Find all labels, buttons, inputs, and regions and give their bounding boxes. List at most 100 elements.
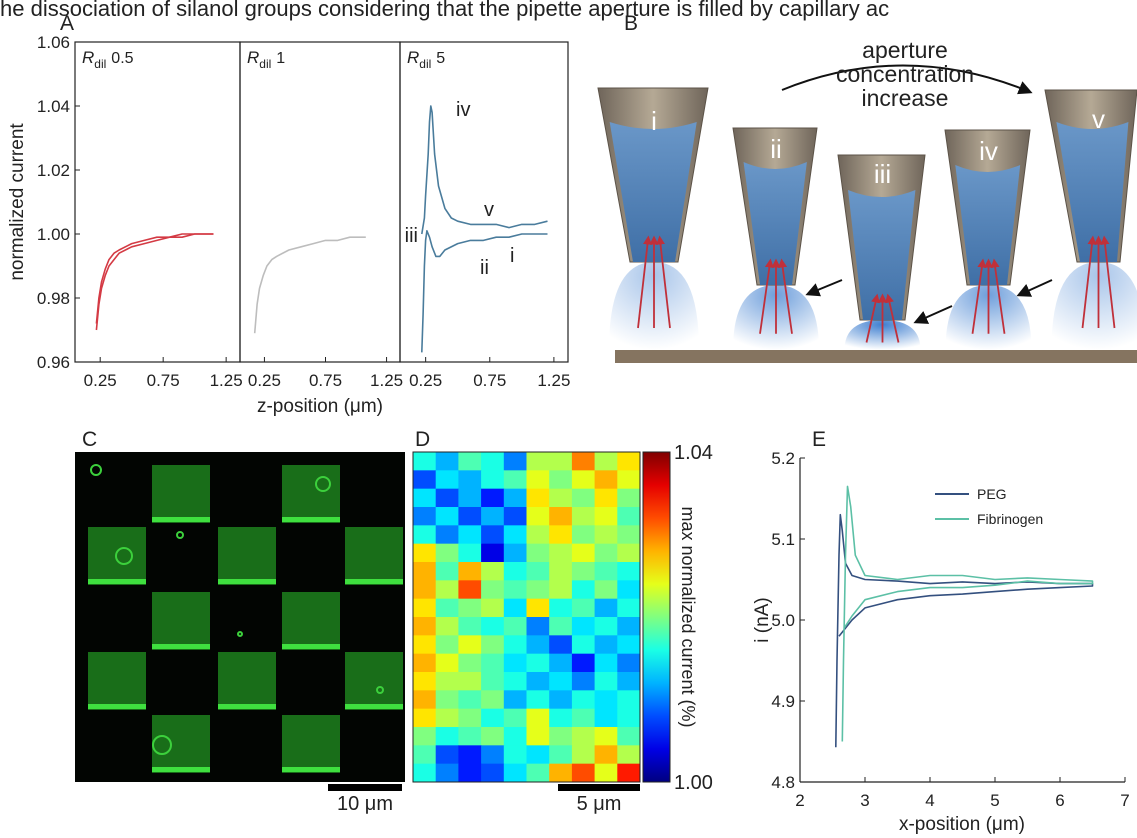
heatmap-cell (481, 690, 505, 710)
heatmap-cell (503, 690, 527, 710)
colorbar-tick-label: 1.04 (674, 442, 713, 464)
heatmap-cell (549, 763, 573, 783)
y-axis-label: normalized current (7, 123, 28, 281)
pattern-edge (218, 579, 276, 584)
pipette-fluid (609, 122, 697, 262)
colorbar-label: max normalized current (%) (678, 506, 698, 727)
pattern-edge (282, 644, 340, 649)
pattern-edge (88, 579, 146, 584)
heatmap-cell (503, 507, 527, 526)
heatmap-cell (594, 470, 618, 490)
heatmap-cell (481, 598, 505, 618)
heatmap-cell (571, 488, 596, 508)
heatmap-cell (526, 525, 550, 545)
heatmap-cell (549, 580, 573, 600)
heatmap-cell (526, 727, 550, 746)
heatmap-cell (503, 727, 527, 746)
heatmap-cell (617, 653, 641, 673)
ion-flux-arrow (990, 258, 1006, 334)
pattern-edge (152, 517, 210, 522)
trend-arrow (781, 64, 1033, 95)
ion-flux-arrow (656, 235, 671, 329)
heatmap-cell (594, 763, 618, 783)
pattern-square (152, 465, 210, 523)
subplot-label: Rdil 5 (407, 48, 445, 71)
ion-flux-arrow (1081, 235, 1097, 329)
heatmap-cell (435, 543, 459, 563)
heatmap-cell (458, 617, 482, 636)
pattern-edge (345, 579, 403, 584)
heatmap-cell (458, 690, 482, 710)
heatmap-cell (617, 525, 641, 545)
substrate (615, 350, 1137, 363)
heatmap-cell (549, 507, 573, 526)
bright-spot (152, 735, 172, 755)
y-axis-label: i (nA) (752, 597, 773, 642)
scale-bar-label: 5 μm (577, 793, 622, 815)
x-axis-label: x-position (μm) (899, 814, 1025, 835)
heatmap-cell (481, 525, 505, 545)
subplot-label: Rdil 1 (247, 48, 285, 71)
heatmap-cell (481, 507, 505, 526)
heatmap-cell (549, 617, 573, 636)
x-tick-label: 0.75 (473, 371, 506, 390)
x-tick-label: 2 (795, 791, 804, 810)
data-line (835, 513, 1094, 748)
heatmap-cell (526, 653, 550, 673)
colorbar (642, 451, 671, 783)
heatmap-cell (413, 708, 437, 728)
bright-spot (376, 686, 384, 694)
heatmap-cell (571, 543, 596, 563)
heatmap-cell (526, 672, 550, 691)
bright-spot (90, 464, 102, 476)
scale-bar (558, 784, 640, 791)
annotation: i (510, 245, 514, 267)
panel-label: A (60, 12, 74, 35)
heatmap-cell (571, 452, 596, 471)
subplot-label: Rdil 0.5 (82, 48, 134, 71)
pattern-square (282, 465, 340, 523)
ion-flux-arrow (971, 258, 987, 334)
heatmap-cell (526, 507, 550, 526)
pattern-edge (282, 517, 340, 522)
heatmap-cell (435, 598, 459, 618)
annotation: iii (405, 225, 418, 247)
heatmap-cell (594, 708, 618, 728)
heatmap-cell (503, 470, 527, 490)
heatmap-cell (617, 562, 641, 581)
pattern-square (218, 527, 276, 585)
x-tick-label: 1.25 (370, 371, 403, 390)
heatmap-cell (503, 635, 527, 655)
label-subscript: dil (419, 57, 431, 71)
heatmap-cell (617, 598, 641, 618)
heatmap-cell (413, 745, 437, 765)
heatmap-cell (458, 488, 482, 508)
heatmap-cell (571, 727, 596, 746)
heatmap-cell (617, 470, 641, 490)
data-line (253, 236, 366, 334)
heatmap-cell (458, 672, 482, 691)
heatmap-cell (458, 507, 482, 526)
annotation: iv (456, 99, 470, 121)
heatmap-cell (458, 470, 482, 490)
heatmap-cell (549, 745, 573, 765)
heatmap-cell (503, 708, 527, 728)
x-axis-label: z-position (μm) (257, 396, 383, 417)
heatmap-cell (594, 727, 618, 746)
label-subscript: dil (94, 57, 106, 71)
y-tick-label: 5.0 (771, 611, 795, 630)
axes-frame (74, 41, 241, 363)
heatmap-cell (549, 470, 573, 490)
bright-spot (176, 531, 184, 539)
x-tick-label: 3 (860, 791, 869, 810)
heatmap-cell (549, 598, 573, 618)
heatmap-cell (435, 745, 459, 765)
legend-label: Fibrinogen (977, 511, 1043, 527)
heatmap-cell (594, 598, 618, 618)
panel-label: D (415, 428, 430, 451)
heatmap-cell (413, 452, 437, 471)
heatmap-cell (549, 708, 573, 728)
axes-frame (399, 41, 569, 363)
heatmap-cell (617, 543, 641, 563)
